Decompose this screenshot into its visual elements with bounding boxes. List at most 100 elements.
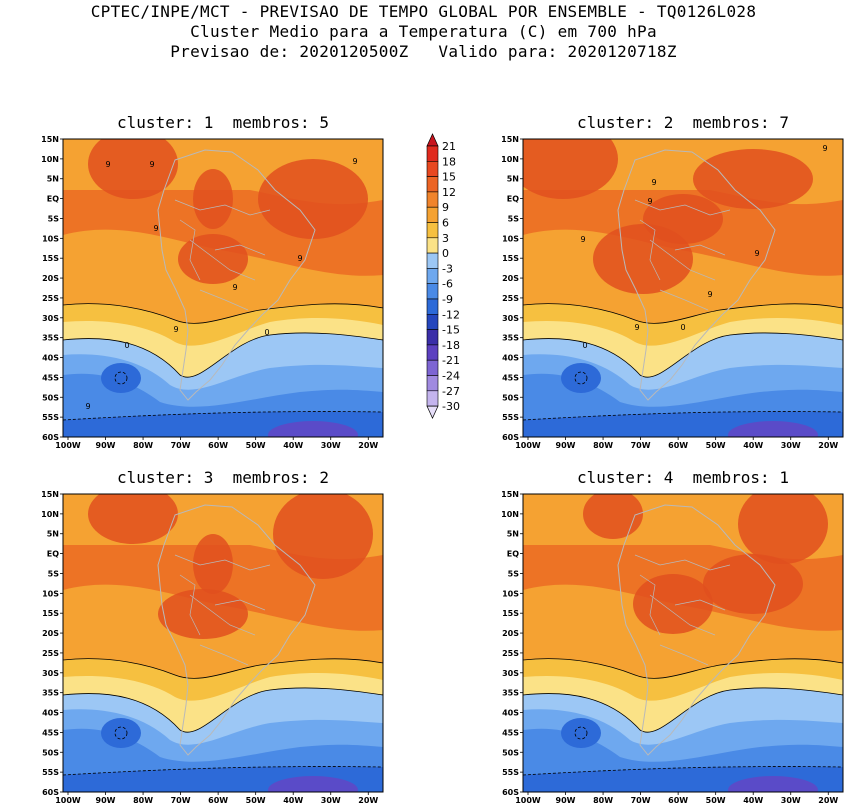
south-america-coastline: [617, 149, 776, 401]
colorbar-swatch: [426, 314, 439, 330]
colorbar-swatch: [426, 283, 439, 300]
lat-label: 25S: [42, 294, 59, 303]
warm-cell: [633, 574, 713, 634]
border-line: [189, 594, 256, 636]
colorbar-swatch: [426, 344, 439, 361]
colorbar-swatch: [426, 252, 439, 269]
lon-label: 80W: [133, 441, 153, 450]
lon-label: 40W: [743, 796, 763, 805]
lat-label: 40S: [502, 354, 519, 363]
colorbar-label: 0: [442, 247, 449, 260]
lat-label: 15S: [42, 254, 59, 263]
lon-label: 70W: [171, 796, 191, 805]
lon-label: 20W: [818, 796, 838, 805]
lon-label: 30W: [781, 441, 801, 450]
lat-label: 50S: [42, 393, 59, 402]
lon-label: 90W: [96, 441, 116, 450]
lat-label: 25S: [42, 649, 59, 658]
colorbar-label: -18: [442, 339, 460, 352]
isotherm-minus9-loop: [574, 371, 588, 385]
lon-label: 20W: [818, 441, 838, 450]
colorbar-label: -15: [442, 324, 460, 337]
colorbar-swatch: [426, 206, 439, 223]
lat-label: 55S: [42, 768, 59, 777]
colorbar-label: -3: [442, 262, 453, 275]
cold-core-south: [728, 421, 818, 437]
lat-label: 35S: [42, 334, 59, 343]
warm-cell: [703, 554, 803, 614]
lat-label: 50S: [502, 393, 519, 402]
lon-label: 100W: [55, 796, 81, 805]
lon-label: 50W: [706, 441, 726, 450]
lat-label: 25S: [502, 294, 519, 303]
lat-label: 45S: [502, 728, 519, 737]
map-frame: [522, 493, 844, 793]
border-line: [639, 574, 661, 636]
lon-label: 30W: [781, 796, 801, 805]
lat-label: 20S: [42, 274, 59, 283]
border-line: [634, 554, 731, 571]
colorbar-swatch: [426, 329, 439, 346]
colorbar-swatch: [426, 359, 439, 376]
lon-label: 60W: [668, 796, 688, 805]
colorbar-label: 9: [442, 201, 449, 214]
lon-label: 40W: [743, 441, 763, 450]
lat-label: 15N: [41, 490, 59, 499]
lat-label: 40S: [42, 354, 59, 363]
panel-title-cluster-2: cluster: 2 membros: 7: [577, 113, 789, 132]
lat-label: 10S: [42, 234, 59, 243]
lat-label: 35S: [42, 689, 59, 698]
lat-label: 5N: [507, 530, 519, 539]
warm-cell: [273, 494, 373, 579]
map-panel-cluster-2: 9 9 9 9 9 9 9 0 0 15N 10N 5N EQ 5S 10S 15S 20S 25S 30S 35S 4…: [460, 130, 847, 450]
contour-label-9: 9: [634, 323, 639, 332]
contour-label-9: 9: [149, 160, 154, 169]
map-frame: [522, 138, 844, 438]
colorbar-swatch: [426, 298, 439, 315]
border-line: [649, 239, 716, 281]
contour-label-9: 9: [153, 224, 158, 233]
lat-label: 15S: [502, 609, 519, 618]
lat-label: 20S: [42, 629, 59, 638]
lat-label: 5S: [48, 569, 60, 578]
isotherm-minus9-loop: [574, 726, 588, 740]
colorbar-label: -9: [442, 293, 453, 306]
colorbar-swatch: [426, 160, 439, 177]
lat-label: 5N: [47, 175, 59, 184]
lat-label: 45S: [42, 373, 59, 382]
lat-label: 20S: [502, 629, 519, 638]
isotherm-minus9-loop: [114, 371, 128, 385]
chart-title-line-1: CPTEC/INPE/MCT - PREVISAO DE TEMPO GLOBA…: [90, 2, 757, 21]
isotherm-3: [523, 303, 843, 324]
cold-core-west: [561, 718, 601, 748]
colorbar-swatch: [426, 222, 439, 239]
border-line: [199, 289, 249, 311]
lon-label: 70W: [631, 441, 651, 450]
colorbar-label: 18: [442, 155, 456, 168]
lon-label: 60W: [208, 441, 228, 450]
chart-title-line-3: Previsao de: 2020120500Z Valido para: 20…: [170, 42, 677, 61]
lat-label: 10N: [41, 155, 59, 164]
lat-label: 30S: [502, 314, 519, 323]
lat-label: 10S: [42, 589, 59, 598]
lat-label: 40S: [42, 709, 59, 718]
lon-label: 50W: [246, 796, 266, 805]
isotherm-0: [523, 687, 843, 733]
border-line: [189, 239, 256, 281]
lon-label: 90W: [96, 796, 116, 805]
colorbar-label: -6: [442, 278, 453, 291]
lat-label: 10N: [501, 510, 519, 519]
contour-label-9: 9: [822, 144, 827, 153]
lat-label: 30S: [42, 669, 59, 678]
lat-label: EQ: [507, 550, 519, 559]
isotherm-minus12: [523, 766, 843, 776]
colorbar-swatch: [426, 390, 439, 407]
lat-label: 55S: [42, 413, 59, 422]
warm-cell: [258, 159, 368, 239]
isotherm-0: [63, 332, 383, 378]
lat-label: 50S: [502, 748, 519, 757]
lat-label: 55S: [502, 768, 519, 777]
lon-label: 70W: [631, 796, 651, 805]
panel-title-cluster-3: cluster: 3 membros: 2: [117, 468, 329, 487]
warm-cell: [523, 139, 618, 199]
